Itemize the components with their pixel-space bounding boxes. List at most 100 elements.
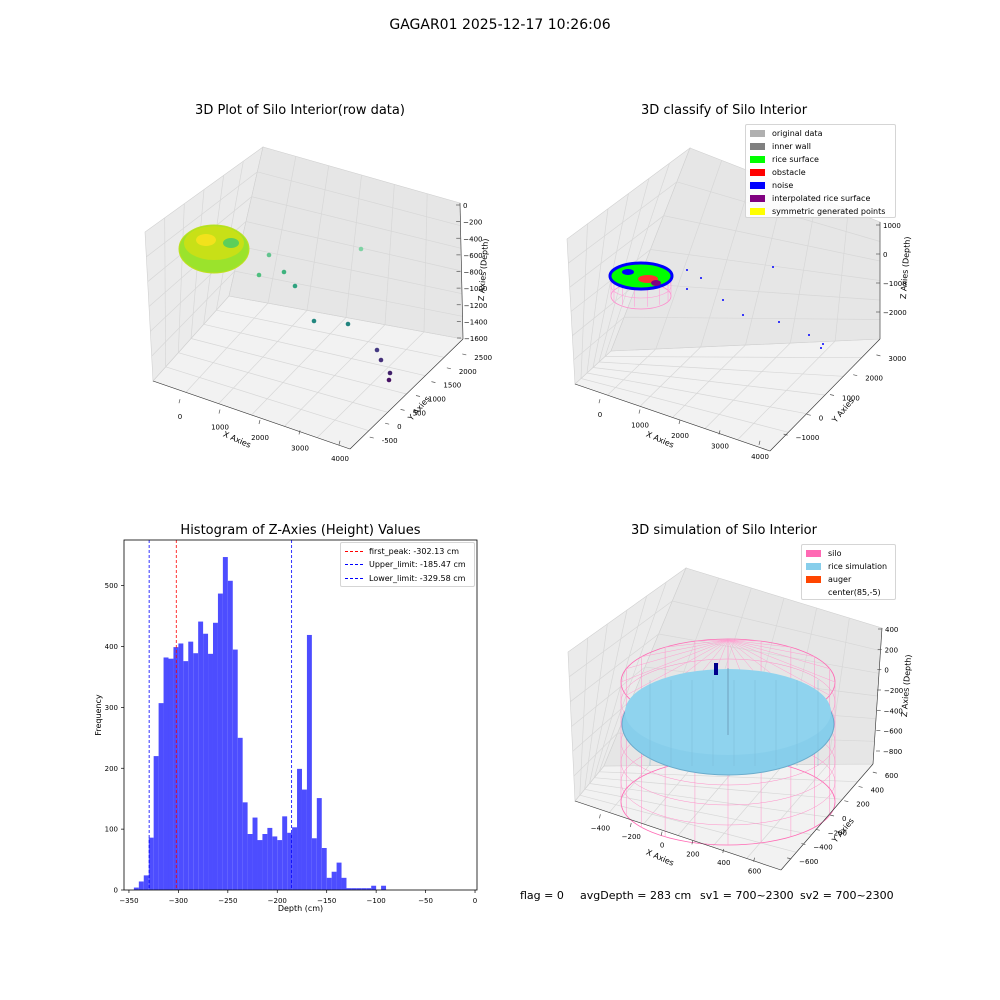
histogram-bar [361, 888, 367, 890]
raw-z-tick-label: −1200 [464, 302, 488, 310]
histogram-title: Histogram of Z-Axies (Height) Values [180, 523, 421, 538]
raw-data-point [281, 269, 287, 275]
cls-y-tick [876, 354, 881, 357]
histogram-y-axis-label: Frequency [94, 694, 103, 736]
histogram-bar [257, 840, 263, 890]
cls-y-axis-line [769, 338, 881, 452]
cls-x-tick-label: 4000 [751, 453, 769, 461]
cls-y-tick-label: 2000 [865, 375, 883, 383]
raw-y-tick-label: 2000 [459, 368, 477, 376]
legend-line-swatch [345, 577, 363, 579]
cls-y-tick-label: −1000 [796, 434, 820, 442]
histogram-y-tick-label: 500 [105, 582, 118, 590]
cls-x-tick-label: 2000 [671, 432, 689, 440]
legend-entry: obstacle [750, 166, 806, 178]
simulation-legend-entry: rice simulation [806, 560, 887, 572]
cls-z-tick-label: 0 [883, 251, 887, 259]
sim-z-tick-label: 200 [885, 646, 898, 654]
histogram-legend-entry: Lower_limit: -329.58 cm [345, 572, 465, 584]
cls-x-tick-label: 0 [598, 411, 602, 419]
sim-x-tick-label: −200 [622, 833, 641, 841]
sim-y-tick [872, 771, 877, 774]
histogram-bar [316, 798, 322, 890]
histogram-bar [173, 647, 179, 890]
histogram-bar [143, 875, 149, 890]
cls-x-tick [638, 409, 641, 414]
legend-label: inner wall [772, 141, 812, 151]
sim-silo-roof-line [727, 639, 791, 648]
raw-x-tick [218, 409, 221, 414]
cls-x-tick [718, 430, 721, 435]
histogram-bar [321, 848, 327, 890]
sim-z-axis-label: Z Axies (Depth) [900, 654, 913, 717]
histogram-bar [272, 836, 278, 890]
histogram-bar [153, 756, 159, 890]
raw-data-point [387, 370, 393, 376]
figure-suptitle: GAGAR01 2025-12-17 10:26:06 [389, 17, 611, 33]
legend-entry: noise [750, 179, 793, 191]
raw-z-axis-line [459, 202, 464, 340]
cls-x-tick [758, 440, 761, 445]
raw-z-tick-label: −400 [463, 235, 482, 243]
legend-entry: symmetric generated points [750, 205, 885, 217]
raw-data-point [266, 252, 272, 258]
legend-label: rice simulation [828, 561, 888, 571]
legend-entry: original data [750, 127, 822, 139]
sim-y-tick-label: 600 [885, 772, 898, 780]
histogram-bar [381, 885, 387, 890]
raw-silo-peak [196, 234, 216, 246]
legend-label: silo [828, 548, 842, 558]
raw-x-tick-label: 3000 [291, 444, 309, 452]
histogram-frame [123, 539, 478, 891]
raw-y-tick [415, 395, 421, 397]
cls-x-tick [598, 399, 601, 404]
raw-z-tick-label: −600 [463, 252, 482, 260]
histogram-bar [133, 887, 139, 890]
histogram-bar [237, 737, 243, 890]
raw-y-tick [385, 422, 390, 425]
histogram-x-tick-label: −200 [268, 897, 287, 905]
histogram-bar [252, 817, 258, 890]
sim-z-tick-label: 400 [885, 626, 898, 634]
histogram-x-tick-label: −250 [218, 897, 237, 905]
footer-sv1: sv1 = 700~2300 [700, 889, 794, 902]
histogram-y-tick-label: 200 [105, 765, 118, 773]
legend-entry: inner wall [750, 140, 811, 152]
cls-x-axis-line [574, 383, 771, 452]
legend-line-swatch [345, 564, 363, 565]
histogram-bar [168, 658, 174, 890]
legend-label: noise [772, 180, 794, 190]
cls-noise-point [820, 347, 822, 349]
histogram-bar [232, 649, 238, 890]
histogram-y-tick-label: 100 [105, 826, 118, 834]
histogram-legend-entry: first_peak: -302.13 cm [345, 545, 459, 557]
sim-y-tick-label: −200 [828, 829, 847, 837]
sim-y-tick-label: 200 [856, 801, 869, 809]
raw-grid-line [316, 331, 425, 438]
cls-noise-point [722, 299, 724, 301]
raw-data-point [386, 377, 392, 383]
panel-classify-title: 3D classify of Silo Interior [640, 103, 808, 118]
raw-x-axis-line [152, 380, 351, 450]
raw-y-tick [446, 367, 451, 370]
legend-label: symmetric generated points [772, 206, 886, 216]
raw-x-tick [178, 399, 181, 404]
sim-silo-roof-line [665, 639, 729, 648]
sim-x-tick [753, 857, 755, 862]
histogram-bar [188, 641, 194, 890]
raw-data-point [374, 347, 380, 353]
histogram-bar [217, 593, 223, 890]
legend-swatch [750, 155, 765, 163]
raw-grid-line [146, 171, 461, 258]
raw-x-tick [338, 440, 341, 445]
raw-x-tick-label: 1000 [211, 424, 229, 432]
raw-x-tick-label: 0 [178, 413, 182, 421]
legend-label: center(85,-5) [828, 587, 881, 597]
sim-silo-roof-line [727, 639, 830, 669]
sim-y-tick-label: −600 [799, 858, 818, 866]
sim-silo-roof-line [626, 639, 729, 696]
sim-z-tick-label: 0 [884, 667, 888, 675]
footer-sv2: sv2 = 700~2300 [800, 889, 894, 902]
sim-y-tick [858, 786, 863, 788]
